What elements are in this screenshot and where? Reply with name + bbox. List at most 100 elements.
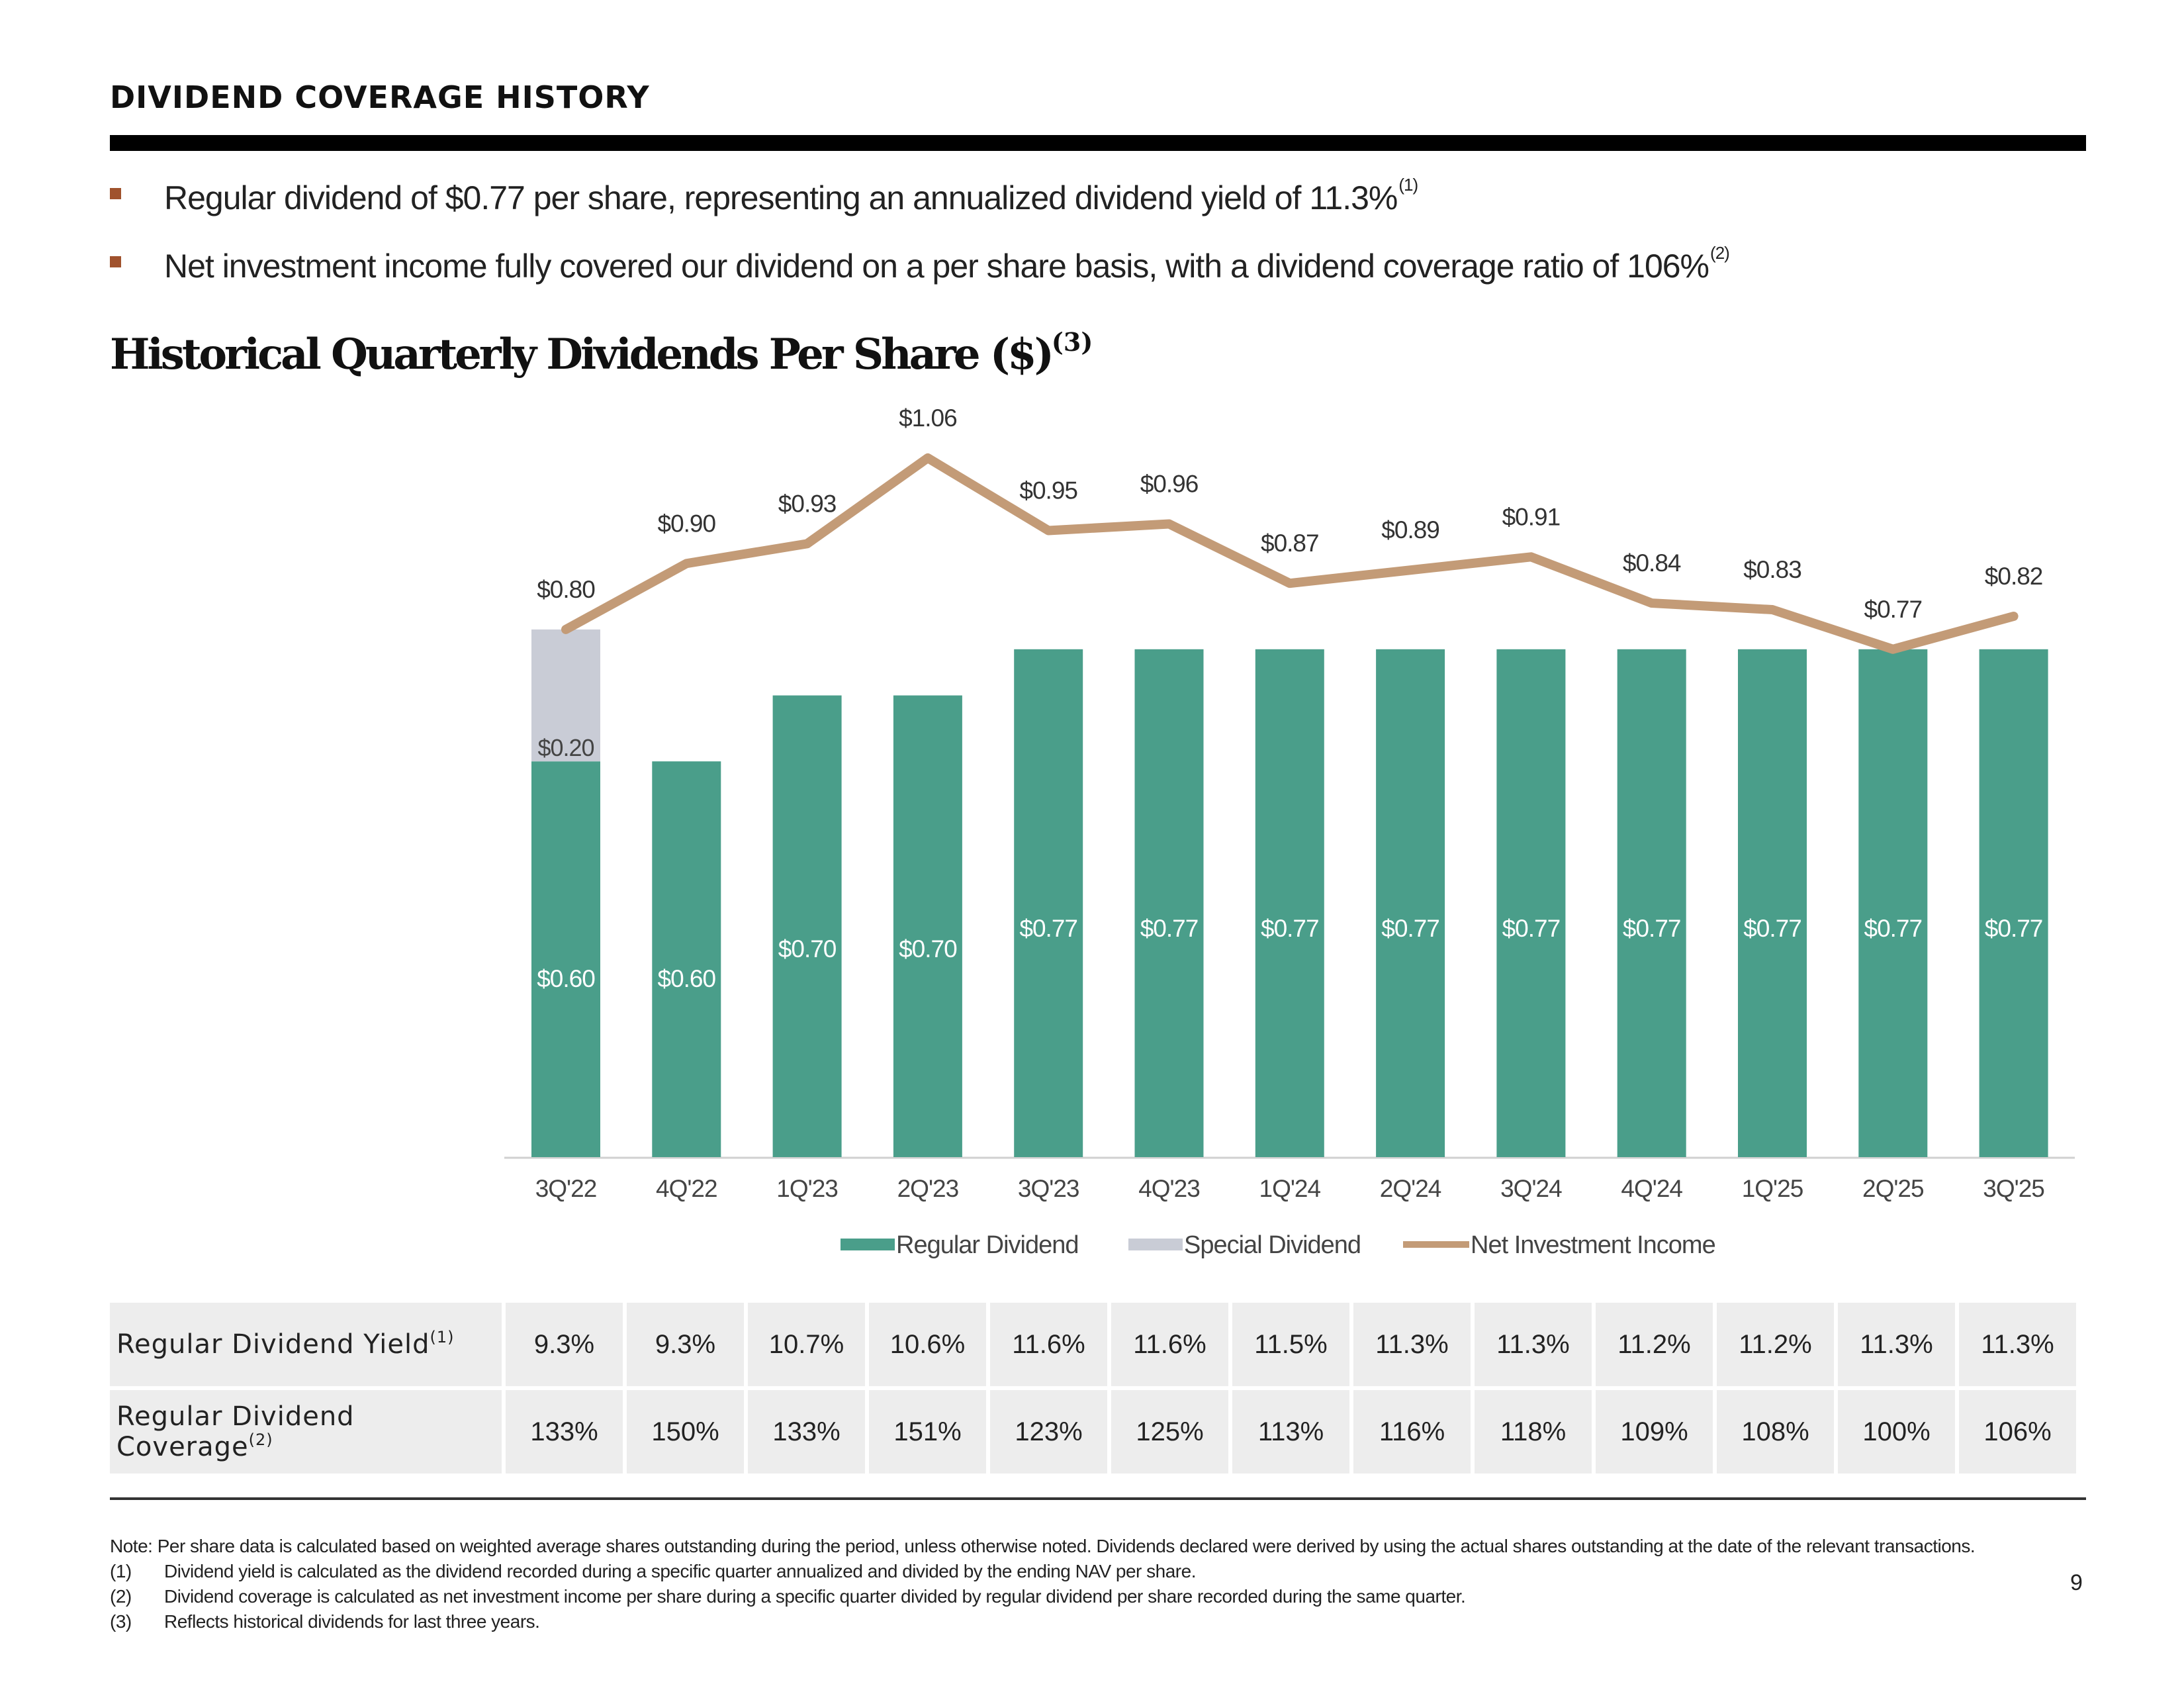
regular-dividend-bar [772,695,842,1157]
table-cell: 113% [1232,1390,1349,1474]
nii-data-label: $0.96 [1140,470,1199,497]
x-tick-label: 1Q'24 [1259,1175,1321,1202]
table-cell: 133% [506,1390,623,1474]
chart-title-text: Historical Quarterly Dividends Per Share… [110,330,1054,379]
table-cell: 11.3% [1959,1303,2076,1386]
table-cell: 100% [1838,1390,1955,1474]
x-tick-label: 1Q'23 [776,1175,838,1202]
regular-dividend-bar [1134,649,1204,1157]
legend-nii-swatch [1403,1241,1469,1248]
special-dividend-bar [531,629,600,762]
table-cell: 133% [748,1390,865,1474]
footnote-text: Dividend yield is calculated as the divi… [164,1561,1196,1581]
nii-line [561,453,2019,654]
legend-regular-dividend-label: Regular Dividend [896,1231,1079,1259]
table-cell: 116% [1353,1390,1471,1474]
footnote-ref: (1) [430,1328,455,1346]
regular-dividend-label: $0.70 [778,935,837,962]
regular-dividend-bar [1014,649,1083,1157]
table-cell: 108% [1717,1390,1834,1474]
table-row: Regular Dividend Yield(1) 9.3% 9.3% 10.7% 10… [110,1303,2076,1386]
regular-dividend-bar [1255,649,1324,1157]
nii-data-label: $0.83 [1743,556,1801,583]
legend-nii-label: Net Investment Income [1471,1231,1715,1259]
table-cell: 123% [990,1390,1107,1474]
bullet-coverage: Net investment income fully covered our … [110,243,1831,293]
note-text: Note: Per share data is calculated based… [110,1536,1976,1556]
regular-dividend-label: $0.70 [899,935,957,962]
table-cell: 9.3% [627,1303,744,1386]
chart-title: Historical Quarterly Dividends Per Share… [110,327,1093,379]
header-divider [110,135,2086,151]
bullet-regular-dividend: Regular dividend of $0.77 per share, rep… [110,175,1831,225]
nii-data-label: $0.84 [1623,549,1681,577]
regular-dividend-label: $0.77 [1381,915,1439,942]
regular-dividend-label: $0.77 [1019,915,1077,942]
legend-regular-dividend-swatch [841,1239,895,1250]
nii-data-label: $1.06 [899,404,957,432]
section-title: DIVIDEND COVERAGE HISTORY [110,79,650,115]
footnote-ref: (1) [1398,175,1418,195]
nii-data-label: $0.87 [1261,530,1319,557]
nii-data-label: $0.95 [1019,477,1077,504]
square-bullet-icon [110,188,121,199]
footnote-ref: (3) [1051,327,1093,357]
regular-dividend-bar [1858,649,1928,1157]
regular-dividend-bar [1738,649,1807,1157]
footnote-number: (1) [110,1561,132,1581]
square-bullet-icon [110,256,121,267]
footer-divider [110,1497,2086,1500]
x-tick-label: 1Q'25 [1742,1175,1803,1202]
nii-data-label: $0.77 [1864,596,1923,623]
footnote-ref: (2) [1710,243,1730,263]
x-tick-label: 4Q'23 [1138,1175,1200,1202]
footnote-2: (2) Dividend coverage is calculated as ne… [110,1586,1975,1611]
x-tick-label: 3Q'23 [1018,1175,1079,1202]
regular-dividend-bar [652,761,721,1157]
footnote-number: (2) [110,1586,132,1607]
dividend-chart: $0.20 $0.60 3Q'22 $0.60 4Q'22 $0.70 1Q'23 $0.70… [504,404,2075,1259]
footnote-text: Dividend coverage is calculated as net i… [164,1586,1466,1607]
table-cell: 11.3% [1353,1303,1471,1386]
row-label-text: Regular Dividend Yield [116,1329,430,1360]
footnote-ref: (2) [248,1430,273,1449]
nii-data-label: $0.80 [537,576,595,603]
table-cell: 125% [1111,1390,1228,1474]
regular-dividend-bar [1617,649,1686,1157]
x-tick-label: 4Q'24 [1621,1175,1682,1202]
footnote-number: (3) [110,1611,132,1632]
regular-dividend-label: $0.77 [1140,915,1199,942]
row-label: Regular Dividend Coverage(2) [110,1390,502,1474]
special-dividend-label: $0.20 [537,734,594,761]
x-tick-label: 2Q'24 [1380,1175,1441,1202]
bullet-text: Net investment income fully covered our … [164,248,1709,285]
regular-dividend-label: $0.77 [1623,915,1681,942]
x-tick-label: 2Q'23 [897,1175,959,1202]
metrics-table: Regular Dividend Yield(1) 9.3% 9.3% 10.7% 10… [106,1299,2080,1477]
table-cell: 11.3% [1838,1303,1955,1386]
table-cell: 109% [1596,1390,1713,1474]
regular-dividend-bar [531,761,600,1157]
table-cell: 11.6% [990,1303,1107,1386]
table-cell: 118% [1475,1390,1592,1474]
table-cell: 11.6% [1111,1303,1228,1386]
table-cell: 11.5% [1232,1303,1349,1386]
table-cell: 10.7% [748,1303,865,1386]
regular-dividend-label: $0.77 [1864,915,1923,942]
footnote-3: (3) Reflects historical dividends for las… [110,1611,1975,1636]
bullet-text: Regular dividend of $0.77 per share, rep… [164,179,1398,216]
table-cell: 11.2% [1596,1303,1713,1386]
x-tick-label: 2Q'25 [1862,1175,1924,1202]
footnotes: Note: Per share data is calculated based… [110,1536,1976,1636]
footnote-text: Reflects historical dividends for last t… [164,1611,540,1632]
regular-dividend-label: $0.60 [658,965,716,992]
table-cell: 150% [627,1390,744,1474]
nii-data-label: $0.91 [1502,503,1561,530]
table-cell: 10.6% [869,1303,986,1386]
regular-dividend-label: $0.77 [1985,915,2043,942]
nii-data-label: $0.90 [658,510,716,537]
row-label-text: Regular Dividend Coverage [116,1401,355,1462]
regular-dividend-label: $0.77 [1261,915,1319,942]
row-label: Regular Dividend Yield(1) [110,1303,502,1386]
nii-data-label: $0.89 [1381,516,1439,543]
